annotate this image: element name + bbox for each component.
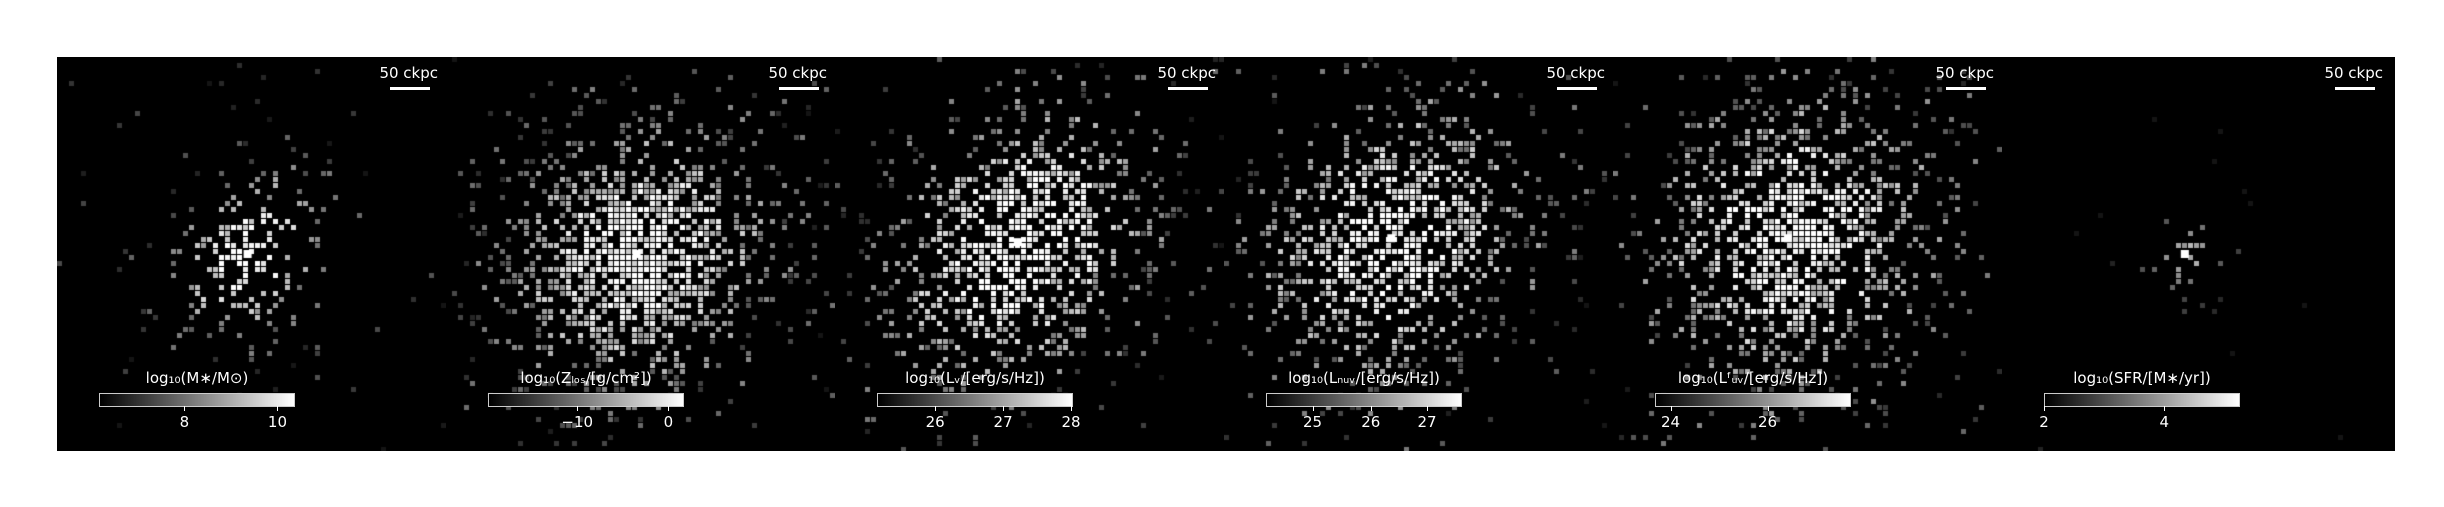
- galaxy-image: [446, 57, 835, 451]
- colorbar-tick-label: 27: [993, 413, 1013, 431]
- scale-bar: [1168, 87, 1208, 90]
- colorbar-tick: [2164, 406, 2166, 411]
- colorbar-tick: [2044, 406, 2045, 411]
- scale-bar-label: 50 ckpc: [1935, 64, 1994, 82]
- galaxy-image: [57, 57, 446, 451]
- colorbar-tick: [1370, 406, 1372, 411]
- colorbar-tick: [277, 406, 279, 411]
- colorbar-tick: [1071, 406, 1072, 411]
- colorbar-tick-label: 26: [925, 413, 945, 431]
- galaxy-image: [1613, 57, 2002, 451]
- scale-bar: [1946, 87, 1986, 90]
- colorbar-tick-label: 26: [1361, 413, 1381, 431]
- colorbar-tick-label: 8: [179, 413, 190, 431]
- galaxy-map-panel-stellar-mass: 50 ckpc log₁₀(M∗/M⊙) 8 10: [57, 57, 446, 451]
- colorbar-tick-label: 10: [267, 413, 288, 431]
- scale-bar: [779, 87, 819, 90]
- colorbar-label: log₁₀(SFR/[M∗/yr]): [2073, 369, 2211, 387]
- colorbar: [1266, 393, 1462, 407]
- colorbar: [877, 393, 1073, 407]
- colorbar-tick: [577, 406, 579, 411]
- colorbar-tick: [1670, 406, 1672, 411]
- colorbar-tick-label: 28: [1061, 413, 1081, 431]
- colorbar-tick: [668, 406, 670, 411]
- colorbar-tick-label: 27: [1417, 413, 1437, 431]
- colorbar-label: log₁₀(Lᵥ/[erg/s/Hz]): [905, 369, 1045, 387]
- colorbar-tick-label: 25: [1303, 413, 1323, 431]
- colorbar-tick: [184, 406, 186, 411]
- colorbar-tick-label: 4: [2159, 413, 2170, 431]
- colorbar-tick-label: 26: [1757, 413, 1778, 431]
- colorbar: [1655, 393, 1851, 407]
- galaxy-map-panel-sfr: 50 ckpc log₁₀(SFR/[M∗/yr]) 2 4: [2002, 57, 2391, 451]
- scale-bar: [1557, 87, 1597, 90]
- colorbar-tick: [935, 406, 937, 411]
- colorbar-tick-label: 0: [663, 413, 674, 431]
- colorbar-tick-label: −10: [561, 413, 594, 431]
- galaxy-map-panel-nuv: 50 ckpc log₁₀(Lₙᵤᵥ/[erg/s/Hz]) 25 26 27: [1224, 57, 1613, 451]
- galaxy-map-panel-metallicity: 50 ckpc log₁₀(Zₗₒₛ/[g/cm²]) −10 0: [446, 57, 835, 451]
- galaxy-image: [1224, 57, 1613, 451]
- galaxy-image: [835, 57, 1224, 451]
- colorbar-tick: [1003, 406, 1005, 411]
- colorbar: [2044, 393, 2240, 407]
- scale-bar-label: 50 ckpc: [379, 64, 438, 82]
- colorbar: [488, 393, 684, 407]
- galaxy-image: [2002, 57, 2391, 451]
- scale-bar: [390, 87, 430, 90]
- figure-panel-strip: 50 ckpc log₁₀(M∗/M⊙) 8 10 50 ckpc log₁₀(Zₗₒₛ/…: [57, 57, 2395, 451]
- colorbar-tick: [1312, 406, 1314, 411]
- colorbar-label: log₁₀(M∗/M⊙): [145, 369, 249, 387]
- colorbar: [99, 393, 295, 407]
- colorbar-label: log₁₀(Zₗₒₛ/[g/cm²]): [520, 369, 652, 387]
- colorbar-tick: [1767, 406, 1769, 411]
- scale-bar-label: 50 ckpc: [1157, 64, 1216, 82]
- galaxy-map-panel-fuv: 50 ckpc log₁₀(Lᶠᵤᵥ/[erg/s/Hz]) 24 26: [1613, 57, 2002, 451]
- colorbar-tick-label: 24: [1660, 413, 1681, 431]
- colorbar-tick-label: 2: [2039, 413, 2049, 431]
- scale-bar-label: 50 ckpc: [2324, 64, 2383, 82]
- colorbar-label: log₁₀(Lₙᵤᵥ/[erg/s/Hz]): [1288, 369, 1440, 387]
- colorbar-tick: [1427, 406, 1429, 411]
- colorbar-label: log₁₀(Lᶠᵤᵥ/[erg/s/Hz]): [1677, 369, 1829, 387]
- scale-bar-label: 50 ckpc: [768, 64, 827, 82]
- scale-bar-label: 50 ckpc: [1546, 64, 1605, 82]
- scale-bar: [2335, 87, 2375, 90]
- galaxy-map-panel-v-band: 50 ckpc log₁₀(Lᵥ/[erg/s/Hz]) 26 27 28: [835, 57, 1224, 451]
